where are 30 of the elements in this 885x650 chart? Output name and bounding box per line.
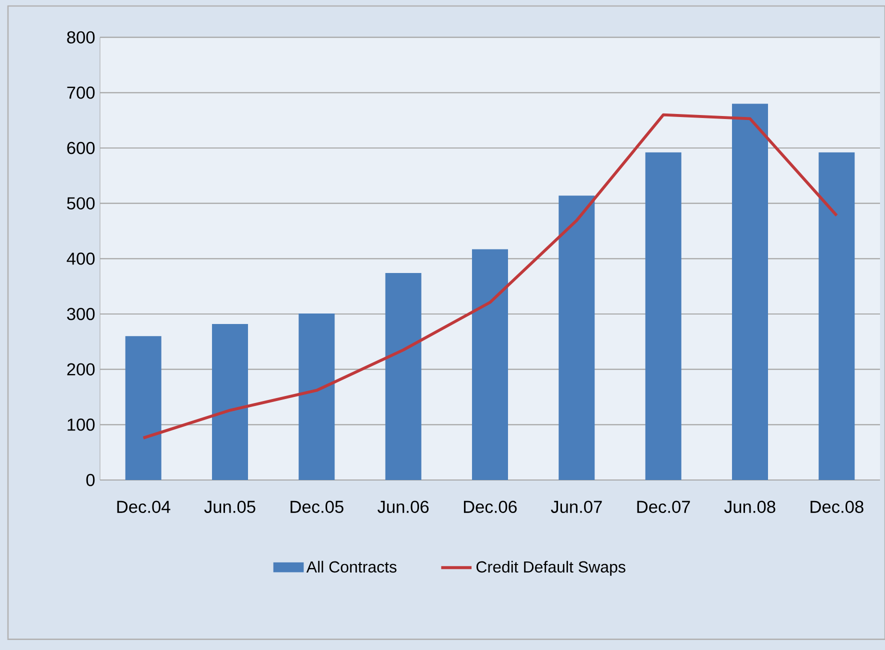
bar (732, 104, 768, 480)
bar (645, 152, 682, 480)
legend-label: All Contracts (306, 560, 396, 573)
bar (818, 152, 855, 480)
y-tick-label: 600 (67, 142, 95, 154)
x-tick-label: Dec.08 (810, 500, 864, 513)
x-tick-label: Dec.04 (117, 500, 170, 513)
x-tick-label: Jun.06 (378, 500, 429, 513)
bar (298, 313, 335, 480)
y-tick-label: 800 (67, 31, 95, 44)
bar (558, 196, 595, 480)
x-tick-label: Dec.05 (290, 500, 344, 513)
x-tick-label: Jun.05 (204, 500, 256, 513)
y-tick-label: 700 (67, 86, 95, 99)
bar (472, 249, 508, 480)
bar (212, 324, 248, 480)
y-tick-label: 200 (67, 363, 95, 376)
bar (385, 273, 422, 480)
x-tick-label: Jun.07 (550, 500, 602, 513)
y-tick-label: 400 (66, 252, 95, 265)
y-tick-label: 0 (86, 474, 95, 486)
x-tick-label: Dec.07 (637, 500, 690, 513)
legend-label: Credit Default Swaps (476, 560, 626, 576)
line-series (142, 113, 838, 440)
y-tick-label: 100 (68, 418, 95, 431)
x-tick-label: Dec.06 (464, 500, 517, 513)
y-tick-label: 300 (67, 308, 95, 320)
bar (125, 336, 162, 480)
y-tick-label: 500 (67, 197, 95, 210)
x-tick-label: Jun.08 (724, 500, 776, 513)
